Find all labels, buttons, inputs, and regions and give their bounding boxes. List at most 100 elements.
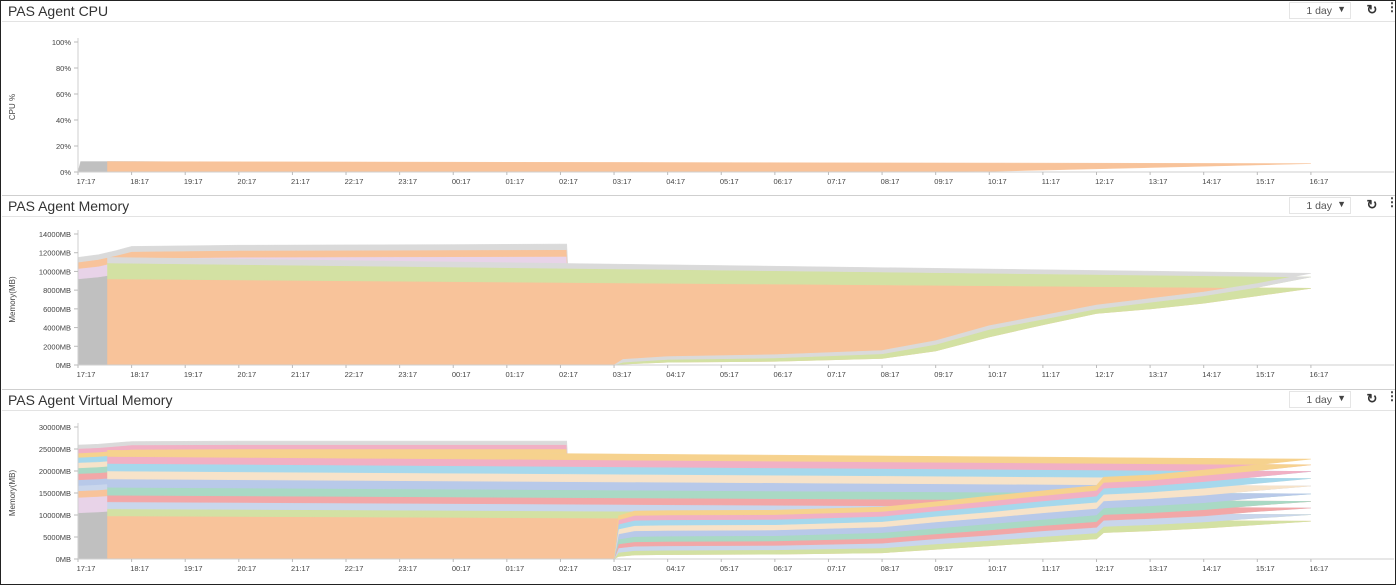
x-tick-label: 08:17 — [881, 564, 900, 573]
y-tick-label: 12000MB — [39, 249, 71, 258]
y-tick-label: 60% — [56, 90, 71, 99]
time-range-select[interactable]: 1 day ▼ — [1289, 2, 1351, 19]
x-tick-label: 03:17 — [613, 564, 632, 573]
x-tick-label: 06:17 — [773, 564, 792, 573]
y-tick-label: 40% — [56, 116, 71, 125]
x-tick-label: 10:17 — [988, 177, 1007, 186]
x-tick-label: 16:17 — [1310, 564, 1329, 573]
y-tick-label: 10000MB — [39, 267, 71, 276]
x-tick-label: 18:17 — [130, 177, 149, 186]
x-tick-label: 21:17 — [291, 564, 310, 573]
x-tick-label: 06:17 — [773, 370, 792, 379]
y-tick-label: 0MB — [56, 555, 71, 564]
virtual-memory-panel: PAS Agent Virtual Memory 1 day ▼ ↻ ⋮ 0MB… — [2, 390, 1395, 584]
x-tick-label: 09:17 — [934, 564, 953, 573]
x-tick-label: 18:17 — [130, 564, 149, 573]
x-tick-label: 20:17 — [237, 177, 256, 186]
x-tick-label: 14:17 — [1202, 564, 1221, 573]
x-tick-label: 07:17 — [827, 370, 846, 379]
x-tick-label: 11:17 — [1042, 370, 1060, 379]
x-tick-label: 03:17 — [613, 370, 632, 379]
virtual-memory-chart: 0MB 5000MB 10000MB 15000MB 20000MB 25000MB 300… — [2, 411, 1395, 584]
x-tick-label: 23:17 — [398, 177, 417, 186]
x-tick-label: 07:17 — [827, 177, 846, 186]
x-tick-label: 14:17 — [1202, 370, 1221, 379]
y-tick-label: 4000MB — [43, 324, 71, 333]
x-tick-label: 04:17 — [666, 177, 685, 186]
x-tick-label: 02:17 — [559, 370, 578, 379]
x-tick-label: 19:17 — [184, 370, 203, 379]
time-range-select[interactable]: 1 day ▼ — [1289, 197, 1351, 214]
x-tick-label: 22:17 — [345, 177, 364, 186]
x-tick-label: 19:17 — [184, 564, 203, 573]
caret-down-icon: ▼ — [1337, 393, 1346, 403]
y-tick-label: 0% — [60, 168, 71, 177]
y-tick-label: 30000MB — [39, 423, 71, 432]
x-tick-label: 17:17 — [77, 177, 96, 186]
y-axis-title: Memory(MB) — [8, 470, 17, 517]
x-tick-label: 01:17 — [505, 177, 524, 186]
memory-panel: PAS Agent Memory 1 day ▼ ↻ ⋮ 0MB 2000MB 40… — [2, 196, 1395, 390]
x-tick-label: 21:17 — [291, 370, 310, 379]
panel-header: PAS Agent Memory 1 day ▼ ↻ ⋮ — [2, 196, 1395, 217]
time-range-value: 1 day — [1306, 394, 1332, 406]
panel-title: PAS Agent Virtual Memory — [8, 392, 172, 408]
x-tick-label: 00:17 — [452, 564, 471, 573]
y-tick-label: 0MB — [56, 361, 71, 370]
x-tick-label: 09:17 — [934, 177, 953, 186]
x-tick-label: 05:17 — [720, 177, 739, 186]
x-tick-label: 04:17 — [666, 564, 685, 573]
x-tick-label: 17:17 — [77, 370, 96, 379]
x-tick-label: 19:17 — [184, 177, 203, 186]
x-tick-label: 01:17 — [505, 564, 524, 573]
y-tick-label: 20% — [56, 142, 71, 151]
y-tick-label: 5000MB — [43, 533, 71, 542]
panel-header: PAS Agent Virtual Memory 1 day ▼ ↻ ⋮ — [2, 390, 1395, 411]
x-tick-label: 13:17 — [1149, 564, 1168, 573]
area-series-1 — [108, 162, 1311, 172]
memory-chart: 0MB 2000MB 4000MB 6000MB 8000MB 10000MB 12000M… — [2, 217, 1395, 389]
caret-down-icon: ▼ — [1337, 4, 1346, 14]
x-tick-label: 11:17 — [1042, 177, 1060, 186]
caret-down-icon: ▼ — [1337, 199, 1346, 209]
y-tick-label: 6000MB — [43, 305, 71, 314]
time-range-value: 1 day — [1306, 200, 1332, 212]
x-tick-label: 12:17 — [1095, 370, 1114, 379]
y-tick-label: 20000MB — [39, 467, 71, 476]
x-tick-label: 09:17 — [934, 370, 953, 379]
x-tick-label: 22:17 — [345, 370, 364, 379]
x-tick-label: 08:17 — [881, 370, 900, 379]
time-range-select[interactable]: 1 day ▼ — [1289, 391, 1351, 408]
x-tick-label: 15:17 — [1256, 564, 1275, 573]
x-tick-label: 23:17 — [398, 370, 417, 379]
x-tick-label: 21:17 — [291, 177, 310, 186]
refresh-icon[interactable]: ↻ — [1364, 391, 1380, 407]
x-tick-label: 00:17 — [452, 177, 471, 186]
y-axis-title: CPU % — [8, 94, 17, 120]
x-tick-label: 13:17 — [1149, 177, 1168, 186]
refresh-icon[interactable]: ↻ — [1364, 197, 1380, 213]
y-tick-label: 100% — [52, 38, 72, 47]
x-tick-label: 05:17 — [720, 564, 739, 573]
y-tick-label: 14000MB — [39, 230, 71, 239]
x-tick-label: 15:17 — [1256, 177, 1275, 186]
cpu-panel: PAS Agent CPU 1 day ▼ ↻ ⋮ 0% 20% 40% 60% 80%… — [2, 1, 1395, 196]
y-tick-label: 80% — [56, 64, 71, 73]
y-tick-label: 25000MB — [39, 445, 71, 454]
x-tick-label: 05:17 — [720, 370, 739, 379]
x-tick-label: 12:17 — [1095, 177, 1114, 186]
panel-header: PAS Agent CPU 1 day ▼ ↻ ⋮ — [2, 1, 1395, 22]
x-tick-label: 22:17 — [345, 564, 364, 573]
more-vertical-icon[interactable]: ⋮ — [1386, 195, 1394, 211]
x-tick-label: 14:17 — [1202, 177, 1221, 186]
more-vertical-icon[interactable]: ⋮ — [1386, 0, 1394, 16]
x-tick-label: 16:17 — [1310, 177, 1329, 186]
y-tick-label: 10000MB — [39, 511, 71, 520]
more-vertical-icon[interactable]: ⋮ — [1386, 389, 1394, 405]
x-tick-label: 13:17 — [1149, 370, 1168, 379]
x-tick-label: 12:17 — [1095, 564, 1114, 573]
refresh-icon[interactable]: ↻ — [1364, 2, 1380, 18]
x-tick-label: 20:17 — [237, 370, 256, 379]
x-tick-label: 17:17 — [77, 564, 96, 573]
panel-title: PAS Agent CPU — [8, 3, 108, 19]
